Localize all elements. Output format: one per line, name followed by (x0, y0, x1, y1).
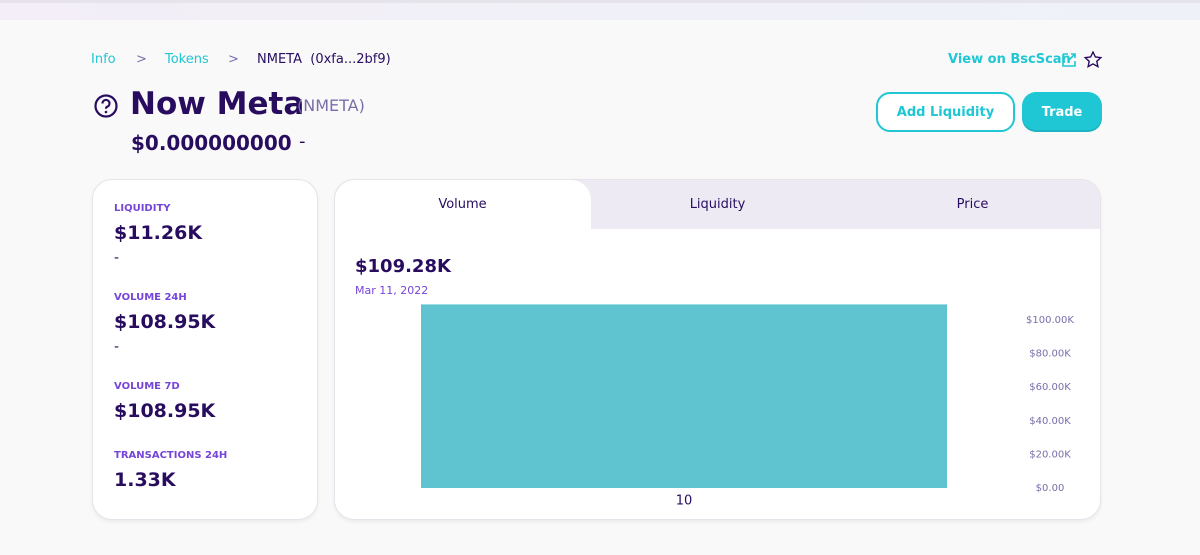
breadcrumb-link[interactable]: Tokens (165, 52, 209, 67)
tab[interactable]: Volume (438, 197, 487, 212)
stat-label: VOLUME 24H (114, 292, 187, 303)
y-tick-label: $0.00 (1036, 483, 1065, 494)
breadcrumb-link[interactable]: Info (91, 52, 116, 67)
bar (421, 304, 947, 488)
y-tick-label: $80.00K (1029, 349, 1071, 360)
stat-value: $108.95K (114, 400, 216, 422)
stats-card (92, 179, 318, 520)
bscscan-link[interactable]: View on BscScan (948, 52, 1071, 67)
stat-label: TRANSACTIONS 24H (114, 450, 228, 461)
token-price: $0.000000000 (131, 131, 292, 155)
stat-label: VOLUME 7D (114, 381, 180, 392)
add-liquidity-button[interactable]: Add Liquidity (876, 92, 1015, 132)
stat-change: - (114, 339, 120, 355)
external-icon[interactable] (1062, 53, 1076, 67)
token-icon (94, 94, 118, 118)
price-change: - (299, 131, 306, 152)
stat-change: - (114, 250, 120, 266)
stat-value: 1.33K (114, 469, 176, 491)
top-strip (0, 0, 1200, 20)
x-tick-label: 10 (676, 494, 693, 509)
y-tick-label: $40.00K (1029, 416, 1071, 427)
breadcrumb-symbol: NMETA (257, 52, 302, 67)
tab[interactable]: Liquidity (689, 197, 746, 212)
stat-value: $11.26K (114, 222, 203, 244)
chart-value: $109.28K (355, 256, 451, 277)
link-icons (1062, 51, 1103, 68)
active-tab-bg (335, 180, 591, 229)
breadcrumb-current: NMETA (0xfa...2bf9) (257, 52, 391, 67)
breadcrumb-address: (0xfa...2bf9) (310, 52, 391, 67)
chart-date: Mar 11, 2022 (355, 284, 429, 297)
trade-button[interactable]: Trade (1022, 92, 1102, 132)
y-tick-label: $100.00K (1026, 315, 1074, 326)
token-symbol: (NMETA) (297, 96, 365, 115)
token-name: Now Meta (130, 86, 305, 122)
y-tick-label: $60.00K (1029, 382, 1071, 393)
star-icon[interactable] (1083, 51, 1103, 68)
tab[interactable]: Price (956, 197, 989, 212)
separator: > (228, 52, 239, 67)
stat-label: LIQUIDITY (114, 203, 171, 214)
separator: > (136, 52, 147, 67)
y-tick-label: $20.00K (1029, 449, 1071, 460)
stat-value: $108.95K (114, 311, 216, 333)
